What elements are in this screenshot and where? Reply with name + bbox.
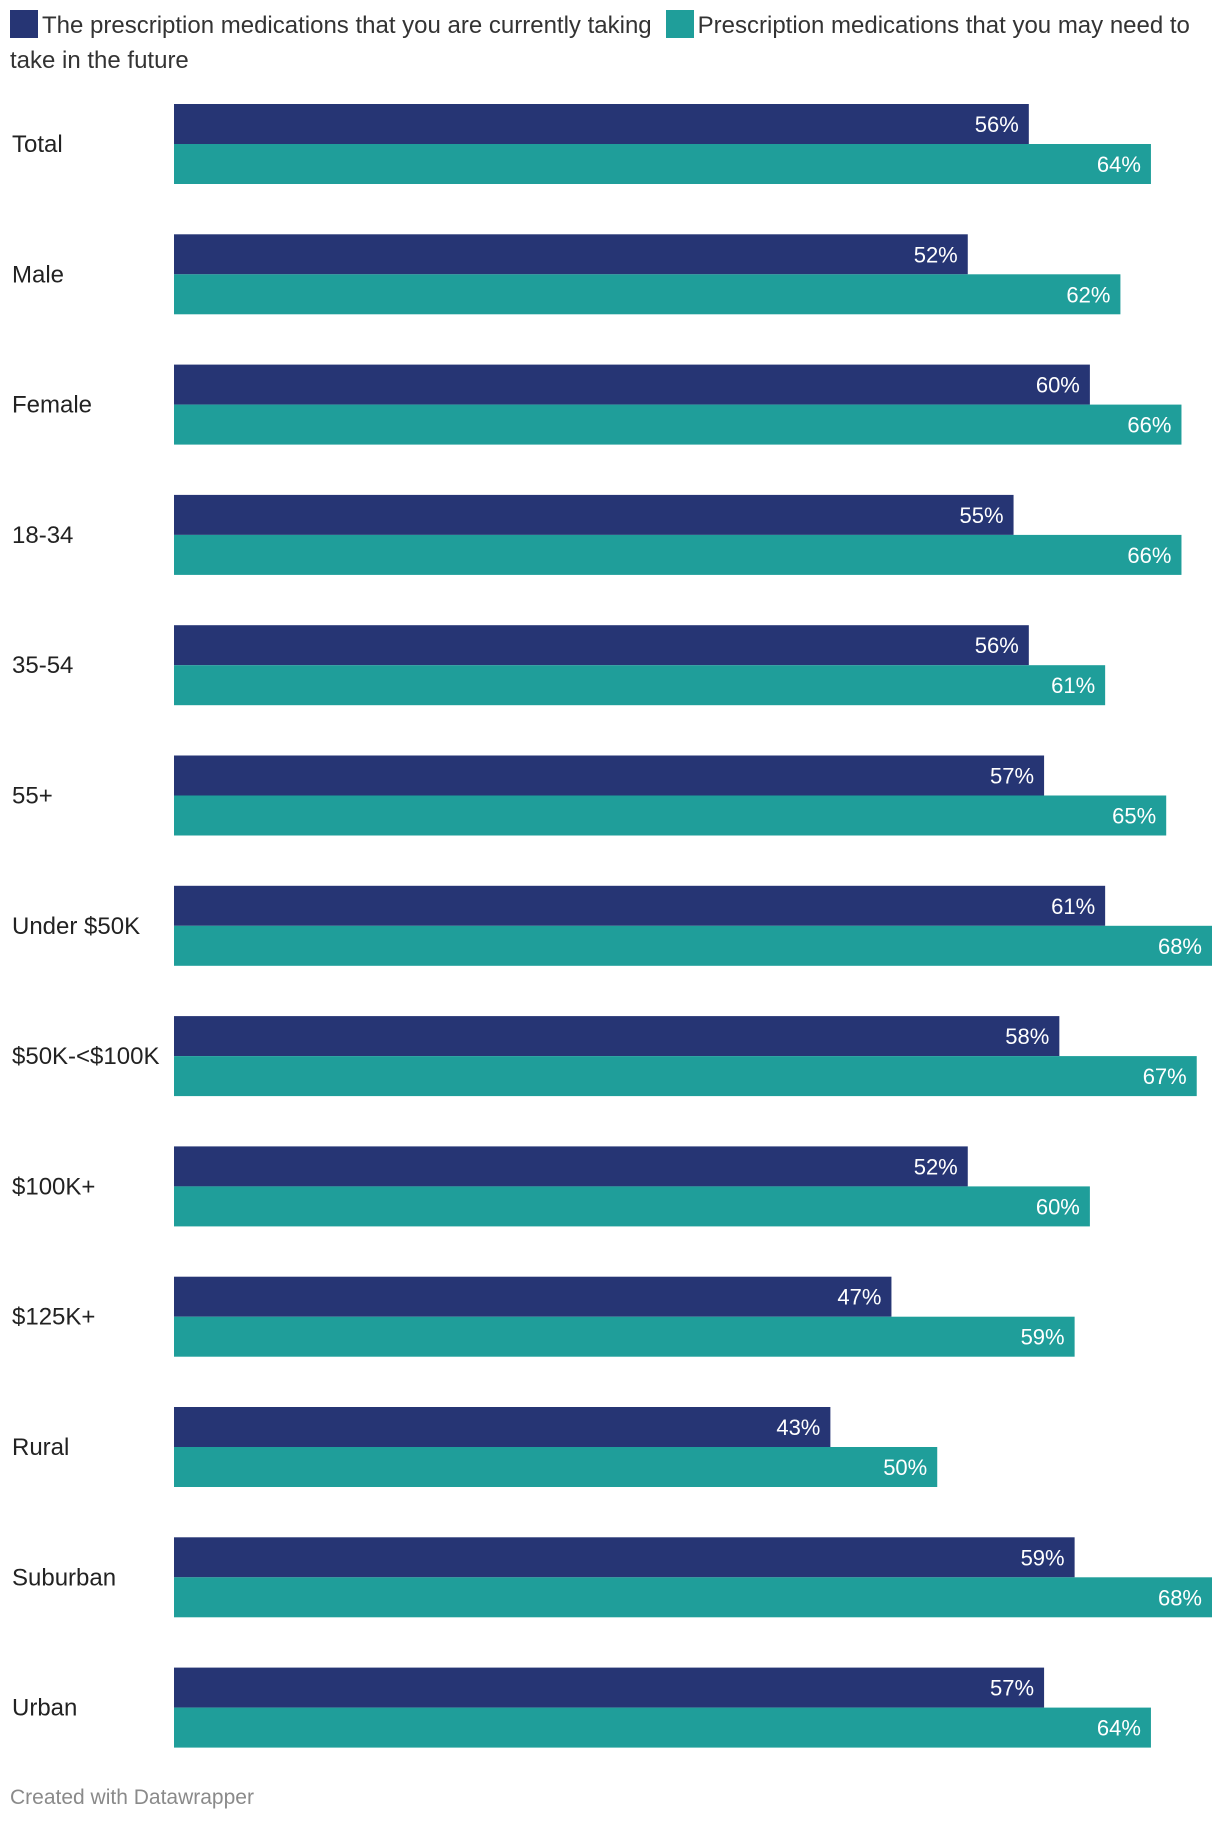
value-label-current-125k: 47% xyxy=(837,1285,881,1310)
bar-group-urban: Urban 57% 64% xyxy=(12,1667,1151,1748)
category-label-under-50k: Under $50K xyxy=(12,913,140,940)
category-label-urban: Urban xyxy=(12,1695,77,1722)
legend-swatch-current xyxy=(10,10,38,38)
bar-future-under-50k xyxy=(174,925,1212,966)
bar-current-urban xyxy=(174,1667,1045,1708)
bar-future-rural xyxy=(174,1447,938,1487)
bar-group-male: Male 52% 62% xyxy=(12,234,1121,315)
value-label-future-55: 65% xyxy=(1112,804,1156,829)
value-label-current-35-54: 56% xyxy=(975,633,1019,658)
category-label-35-54: 35-54 xyxy=(12,652,73,679)
bar-future-suburban xyxy=(174,1577,1212,1618)
category-label-rural: Rural xyxy=(12,1434,69,1461)
bar-future-35-54 xyxy=(174,665,1106,706)
value-label-future-rural: 50% xyxy=(883,1455,927,1480)
bar-future-125k xyxy=(174,1316,1075,1357)
value-label-current-55: 57% xyxy=(990,764,1034,789)
value-label-future-male: 62% xyxy=(1066,282,1110,307)
value-label-current-100k: 52% xyxy=(914,1154,958,1179)
legend-label-future: Prescription medications that you may ne… xyxy=(10,12,1190,74)
footer-credit: Created with Datawrapper xyxy=(10,1786,254,1809)
category-label-male: Male xyxy=(12,261,64,288)
legend-label-current: The prescription medications that you ar… xyxy=(42,12,652,39)
bar-group-female: Female 60% 66% xyxy=(12,364,1182,445)
bar-current-under-50k xyxy=(174,885,1106,926)
bar-future-urban xyxy=(174,1707,1151,1748)
value-label-future-suburban: 68% xyxy=(1158,1585,1202,1610)
value-label-future-100k: 60% xyxy=(1036,1194,1080,1219)
value-label-current-female: 60% xyxy=(1036,373,1080,398)
category-label-100k: $100K+ xyxy=(12,1173,95,1200)
bar-current-50k-100k xyxy=(174,1016,1060,1057)
bar-current-total xyxy=(174,104,1029,144)
bar-group-100k: $100K+ 52% 60% xyxy=(12,1146,1090,1227)
value-label-current-under-50k: 61% xyxy=(1051,894,1095,919)
legend-item-future: Prescription medications that you may ne… xyxy=(10,10,1190,74)
category-label-female: Female xyxy=(12,392,92,419)
bar-group-35-54: 35-54 56% 61% xyxy=(12,625,1106,706)
value-label-current-total: 56% xyxy=(975,112,1019,137)
value-label-current-50k-100k: 58% xyxy=(1005,1024,1049,1049)
value-label-current-18-34: 55% xyxy=(960,503,1004,528)
category-label-18-34: 18-34 xyxy=(12,522,73,549)
bar-group-under-50k: Under $50K 61% 68% xyxy=(12,885,1212,966)
value-label-future-35-54: 61% xyxy=(1051,673,1095,698)
bar-current-female xyxy=(174,364,1090,405)
bar-group-18-34: 18-34 55% 66% xyxy=(12,494,1182,575)
value-label-future-125k: 59% xyxy=(1021,1325,1065,1350)
value-label-future-urban: 64% xyxy=(1097,1716,1141,1741)
value-label-future-18-34: 66% xyxy=(1127,543,1171,568)
bar-future-male xyxy=(174,274,1121,315)
legend-item-current: The prescription medications that you ar… xyxy=(10,10,652,39)
bar-current-55 xyxy=(174,755,1045,796)
bar-future-18-34 xyxy=(174,534,1182,575)
bar-current-125k xyxy=(174,1276,892,1317)
category-label-55: 55+ xyxy=(12,783,53,810)
bar-future-female xyxy=(174,404,1182,445)
value-label-current-urban: 57% xyxy=(990,1676,1034,1701)
bar-group-total: Total 56% 64% xyxy=(12,104,1151,184)
value-label-current-suburban: 59% xyxy=(1021,1545,1065,1570)
bar-group-50k-100k: $50K-<$100K 58% 67% xyxy=(12,1016,1197,1097)
bar-group-125k: $125K+ 47% 59% xyxy=(12,1276,1075,1357)
bar-future-55 xyxy=(174,795,1167,836)
value-label-current-male: 52% xyxy=(914,242,958,267)
bar-future-100k xyxy=(174,1186,1090,1227)
bar-current-suburban xyxy=(174,1537,1075,1578)
bar-current-rural xyxy=(174,1407,831,1447)
category-label-125k: $125K+ xyxy=(12,1304,95,1331)
value-label-future-50k-100k: 67% xyxy=(1143,1064,1187,1089)
bar-current-male xyxy=(174,234,968,275)
value-label-future-under-50k: 68% xyxy=(1158,934,1202,959)
legend-swatch-future xyxy=(665,10,694,38)
bar-current-18-34 xyxy=(174,494,1014,535)
bar-current-100k xyxy=(174,1146,968,1187)
value-label-future-total: 64% xyxy=(1097,152,1141,177)
category-label-50k-100k: $50K-<$100K xyxy=(12,1043,159,1070)
bar-group-suburban: Suburban 59% 68% xyxy=(12,1537,1212,1618)
chart-legend: The prescription medications that you ar… xyxy=(10,8,1215,78)
bar-group-55: 55+ 57% 65% xyxy=(12,755,1167,836)
bar-future-50k-100k xyxy=(174,1056,1197,1097)
category-label-total: Total xyxy=(12,131,63,158)
value-label-current-rural: 43% xyxy=(776,1415,820,1440)
bar-future-total xyxy=(174,144,1151,184)
category-label-suburban: Suburban xyxy=(12,1564,116,1591)
bar-group-rural: Rural 43% 50% xyxy=(12,1407,938,1487)
value-label-future-female: 66% xyxy=(1127,413,1171,438)
bar-chart: Total 56% 64% Male 52% 62% Female 60% 66% 18-34 55… xyxy=(12,104,1212,1748)
bar-current-35-54 xyxy=(174,625,1029,666)
